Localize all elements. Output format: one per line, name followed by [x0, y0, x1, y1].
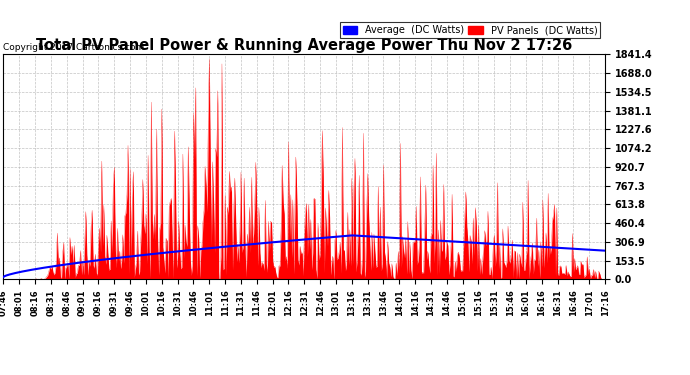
Legend: Average  (DC Watts), PV Panels  (DC Watts): Average (DC Watts), PV Panels (DC Watts) [340, 22, 600, 38]
Title: Total PV Panel Power & Running Average Power Thu Nov 2 17:26: Total PV Panel Power & Running Average P… [36, 38, 573, 53]
Text: Copyright 2017 Cartronics.com: Copyright 2017 Cartronics.com [3, 43, 145, 52]
